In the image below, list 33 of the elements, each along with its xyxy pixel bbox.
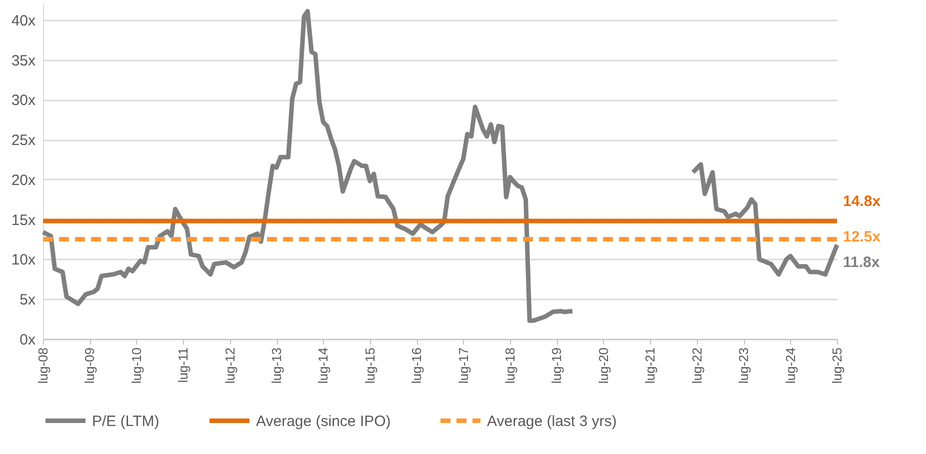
legend-label: Average (since IPO) (256, 412, 391, 430)
x-tick-label: lug-13 (269, 348, 284, 384)
x-tick-label: lug-18 (502, 348, 518, 384)
y-tick-label: 25x (11, 132, 36, 150)
x-tick-label: lug-23 (736, 348, 752, 384)
y-tick-label: 5x (20, 292, 36, 309)
y-tick-label: 30x (11, 92, 36, 110)
x-tick-label: lug-15 (362, 348, 378, 384)
y-tick-label: 40x (11, 12, 36, 30)
legend-label: P/E (LTM) (92, 412, 160, 430)
y-tick-label: 0x (20, 332, 36, 348)
x-tick-label: lug-22 (689, 348, 704, 384)
x-tick-label: lug-17 (456, 348, 471, 384)
y-tick-label: 35x (11, 52, 36, 70)
x-tick-label: lug-08 (36, 348, 50, 384)
y-tick-label: 20x (11, 172, 36, 189)
x-tick-label: lug-12 (222, 348, 238, 384)
legend-label: Average (last 3 yrs) (487, 412, 617, 430)
annotation: 14.8x (843, 192, 882, 210)
annotation: 11.8x (843, 254, 880, 271)
x-tick-label: lug-19 (549, 348, 564, 384)
x-tick-label: lug-21 (642, 348, 658, 384)
x-tick-label: lug-20 (596, 348, 611, 384)
x-tick-label: lug-14 (316, 348, 331, 384)
x-tick-label: lug-25 (830, 348, 844, 384)
annotation: 12.5x (843, 228, 882, 246)
y-tick-label: 10x (11, 252, 36, 269)
x-tick-label: lug-11 (176, 348, 191, 383)
x-tick-label: lug-09 (82, 348, 98, 384)
x-tick-label: lug-16 (409, 348, 424, 384)
y-tick-label: 15x (11, 212, 36, 229)
x-tick-label: lug-24 (782, 348, 798, 384)
x-tick-label: lug-10 (128, 348, 144, 384)
